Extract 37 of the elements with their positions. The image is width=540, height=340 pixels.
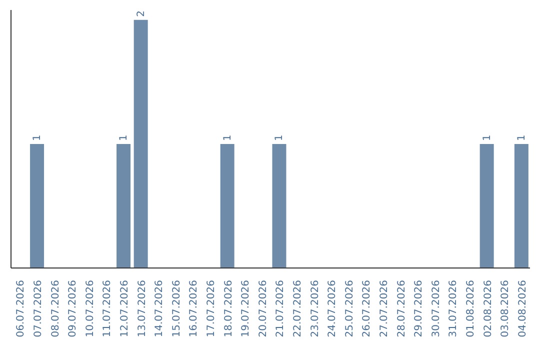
x-tick-label: 27.07.2026 xyxy=(378,280,390,338)
x-tick-label: 16.07.2026 xyxy=(188,280,200,338)
x-tick-label: 26.07.2026 xyxy=(362,280,373,338)
x-tick-label: 28.07.2026 xyxy=(396,280,408,338)
data-label: 1 xyxy=(222,134,234,141)
x-tick-label: 18.07.2026 xyxy=(223,280,234,338)
x-tick-label: 07.07.2026 xyxy=(32,280,44,338)
x-tick-label: 10.07.2026 xyxy=(84,280,96,338)
x-tick-label: 11.07.2026 xyxy=(102,280,114,338)
x-tick-label: 22.07.2026 xyxy=(292,280,304,338)
x-tick-label: 23.07.2026 xyxy=(310,280,321,338)
x-tick-label: 31.07.2026 xyxy=(448,280,460,338)
x-tick-label: 13.07.2026 xyxy=(136,280,148,338)
data-label: 2 xyxy=(136,10,147,17)
data-label: 1 xyxy=(482,134,493,141)
x-tick-label: 25.07.2026 xyxy=(344,280,356,338)
data-label: 1 xyxy=(274,134,286,141)
x-tick-label: 14.07.2026 xyxy=(154,280,166,338)
x-tick-label: 24.07.2026 xyxy=(327,280,338,338)
x-tick-label: 17.07.2026 xyxy=(206,280,217,338)
x-tick-label: 21.07.2026 xyxy=(275,280,286,338)
x-tick-label: 20.07.2026 xyxy=(258,280,269,338)
x-tick-label: 09.07.2026 xyxy=(68,280,79,338)
data-label: 1 xyxy=(32,134,44,141)
data-label: 1 xyxy=(516,134,528,141)
data-label: 1 xyxy=(118,134,130,141)
x-tick-label: 03.08.2026 xyxy=(500,280,512,338)
x-tick-label: 29.07.2026 xyxy=(414,280,425,338)
x-tick-label: 01.08.2026 xyxy=(465,280,476,338)
x-tick-label: 06.07.2026 xyxy=(16,280,27,338)
x-tick-label: 04.08.2026 xyxy=(517,280,528,338)
x-tick-label: 15.07.2026 xyxy=(171,280,182,338)
x-tick-label: 12.07.2026 xyxy=(119,280,130,338)
x-tick-label: 30.07.2026 xyxy=(430,280,442,338)
x-tick-label: 19.07.2026 xyxy=(240,280,252,338)
x-tick-label: 08.07.2026 xyxy=(50,280,62,338)
x-tick-label: 02.08.2026 xyxy=(482,280,494,338)
